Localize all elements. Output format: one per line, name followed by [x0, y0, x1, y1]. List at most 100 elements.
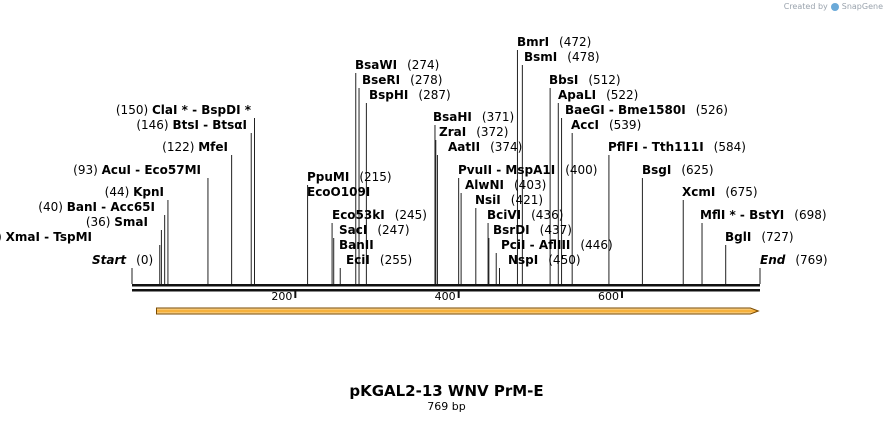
site-position: (36): [86, 215, 114, 229]
site-name: AccI: [571, 118, 599, 132]
site-label[interactable]: BaeGI - Bme1580I (526): [565, 103, 728, 117]
site-name: ZraI: [439, 125, 466, 139]
site-name: XmaI - TspMI: [6, 230, 92, 244]
site-label[interactable]: SacI (247): [339, 223, 410, 237]
site-label[interactable]: PciI - AflIII (446): [501, 238, 613, 252]
site-position: (146): [136, 118, 172, 132]
site-position: (584): [714, 140, 746, 154]
site-name: Start: [92, 253, 127, 267]
site-label[interactable]: Eco53kI (245): [332, 208, 427, 222]
site-label[interactable]: (34) XmaI - TspMI: [0, 230, 92, 244]
site-label[interactable]: BmrI (472): [517, 35, 591, 49]
site-position: (698): [794, 208, 826, 222]
site-label[interactable]: PvuII - MspA1I (400): [458, 163, 597, 177]
site-label[interactable]: (93) AcuI - Eco57MI: [73, 163, 201, 177]
site-name: BsgI: [642, 163, 671, 177]
site-label[interactable]: EcoO109I: [307, 185, 370, 199]
site-label[interactable]: BanII: [339, 238, 374, 252]
credit-brand: SnapGene: [841, 2, 883, 11]
site-label[interactable]: BsaHI (371): [433, 110, 514, 124]
site-name: BglI: [725, 230, 751, 244]
site-position: (450): [548, 253, 580, 267]
site-position: (436): [531, 208, 563, 222]
site-label[interactable]: End (769): [760, 253, 828, 267]
site-label[interactable]: BsmI (478): [524, 50, 600, 64]
site-position: (44): [105, 185, 133, 199]
site-label[interactable]: PpuMI (215): [307, 170, 392, 184]
site-position: (34): [0, 230, 6, 244]
site-name: BsrDI: [493, 223, 530, 237]
site-name: NspI: [508, 253, 538, 267]
site-position: (274): [407, 58, 439, 72]
site-label[interactable]: NspI (450): [508, 253, 581, 267]
site-position: (371): [482, 110, 514, 124]
site-name: MfeI: [198, 140, 228, 154]
site-label[interactable]: BsgI (625): [642, 163, 714, 177]
site-position: (374): [490, 140, 522, 154]
site-name: BmrI: [517, 35, 549, 49]
ruler-tick-label: 200: [271, 290, 292, 303]
ruler-tick-label: 400: [435, 290, 456, 303]
site-label[interactable]: ApaLI (522): [558, 88, 638, 102]
site-name: PvuII - MspA1I: [458, 163, 555, 177]
site-label[interactable]: (44) KpnI: [105, 185, 164, 199]
site-label[interactable]: (36) SmaI: [86, 215, 148, 229]
site-position: (150): [116, 103, 152, 117]
site-label[interactable]: BsaWI (274): [355, 58, 439, 72]
site-position: (539): [609, 118, 641, 132]
site-label[interactable]: PflFI - Tth111I (584): [608, 140, 746, 154]
site-label[interactable]: (150) ClaI * - BspDI *: [116, 103, 252, 117]
site-name: PpuMI: [307, 170, 349, 184]
map-length: 769 bp: [427, 400, 466, 413]
site-label[interactable]: AlwNI (403): [465, 178, 546, 192]
backbone-strand-bottom: [132, 289, 760, 292]
site-label[interactable]: EciI (255): [346, 253, 412, 267]
site-position: (287): [418, 88, 450, 102]
site-name: NsiI: [475, 193, 501, 207]
site-name: BtsI - BtsαI: [172, 118, 247, 132]
site-name: AatII: [448, 140, 480, 154]
site-label[interactable]: BbsI (512): [549, 73, 621, 87]
site-position: (526): [696, 103, 728, 117]
site-label[interactable]: BglI (727): [725, 230, 794, 244]
site-label[interactable]: AccI (539): [571, 118, 641, 132]
site-position: (0): [136, 253, 153, 267]
site-position: (40): [38, 200, 66, 214]
site-position: (400): [565, 163, 597, 177]
site-label[interactable]: (40) BanI - Acc65I: [38, 200, 155, 214]
site-name: BbsI: [549, 73, 578, 87]
site-name: BspHI: [369, 88, 408, 102]
site-position: (255): [380, 253, 412, 267]
site-label[interactable]: MflI * - BstYI (698): [700, 208, 827, 222]
site-label[interactable]: BsrDI (437): [493, 223, 572, 237]
site-label[interactable]: (146) BtsI - BtsαI: [136, 118, 247, 132]
site-label[interactable]: NsiI (421): [475, 193, 543, 207]
site-label[interactable]: BciVI (436): [487, 208, 563, 222]
orf-arrow[interactable]: [155, 307, 760, 315]
site-label[interactable]: BspHI (287): [369, 88, 451, 102]
site-name: SmaI: [114, 215, 148, 229]
site-label[interactable]: AatII (374): [448, 140, 522, 154]
site-name: BsmI: [524, 50, 557, 64]
site-label[interactable]: BseRI (278): [362, 73, 442, 87]
site-position: (478): [567, 50, 599, 64]
snapgene-logo-icon: [830, 2, 839, 11]
site-name: ClaI * - BspDI *: [152, 103, 252, 117]
credit-text: Created by: [783, 2, 828, 11]
site-name: MflI * - BstYI: [700, 208, 784, 222]
site-position: (675): [725, 185, 757, 199]
site-label[interactable]: (122) MfeI: [162, 140, 228, 154]
cut-lines: [131, 50, 761, 284]
site-name: BaeGI - Bme1580I: [565, 103, 686, 117]
site-position: (93): [73, 163, 101, 177]
site-label[interactable]: ZraI (372): [439, 125, 508, 139]
site-label[interactable]: XcmI (675): [682, 185, 758, 199]
ruler-tick-label: 600: [598, 290, 619, 303]
site-position: (278): [410, 73, 442, 87]
site-label[interactable]: Start (0): [92, 253, 153, 267]
backbone-strand-top: [132, 284, 760, 287]
snapgene-credit: Created by SnapGene: [784, 2, 883, 11]
feature-arrow[interactable]: [155, 307, 760, 315]
site-name: EciI: [346, 253, 370, 267]
